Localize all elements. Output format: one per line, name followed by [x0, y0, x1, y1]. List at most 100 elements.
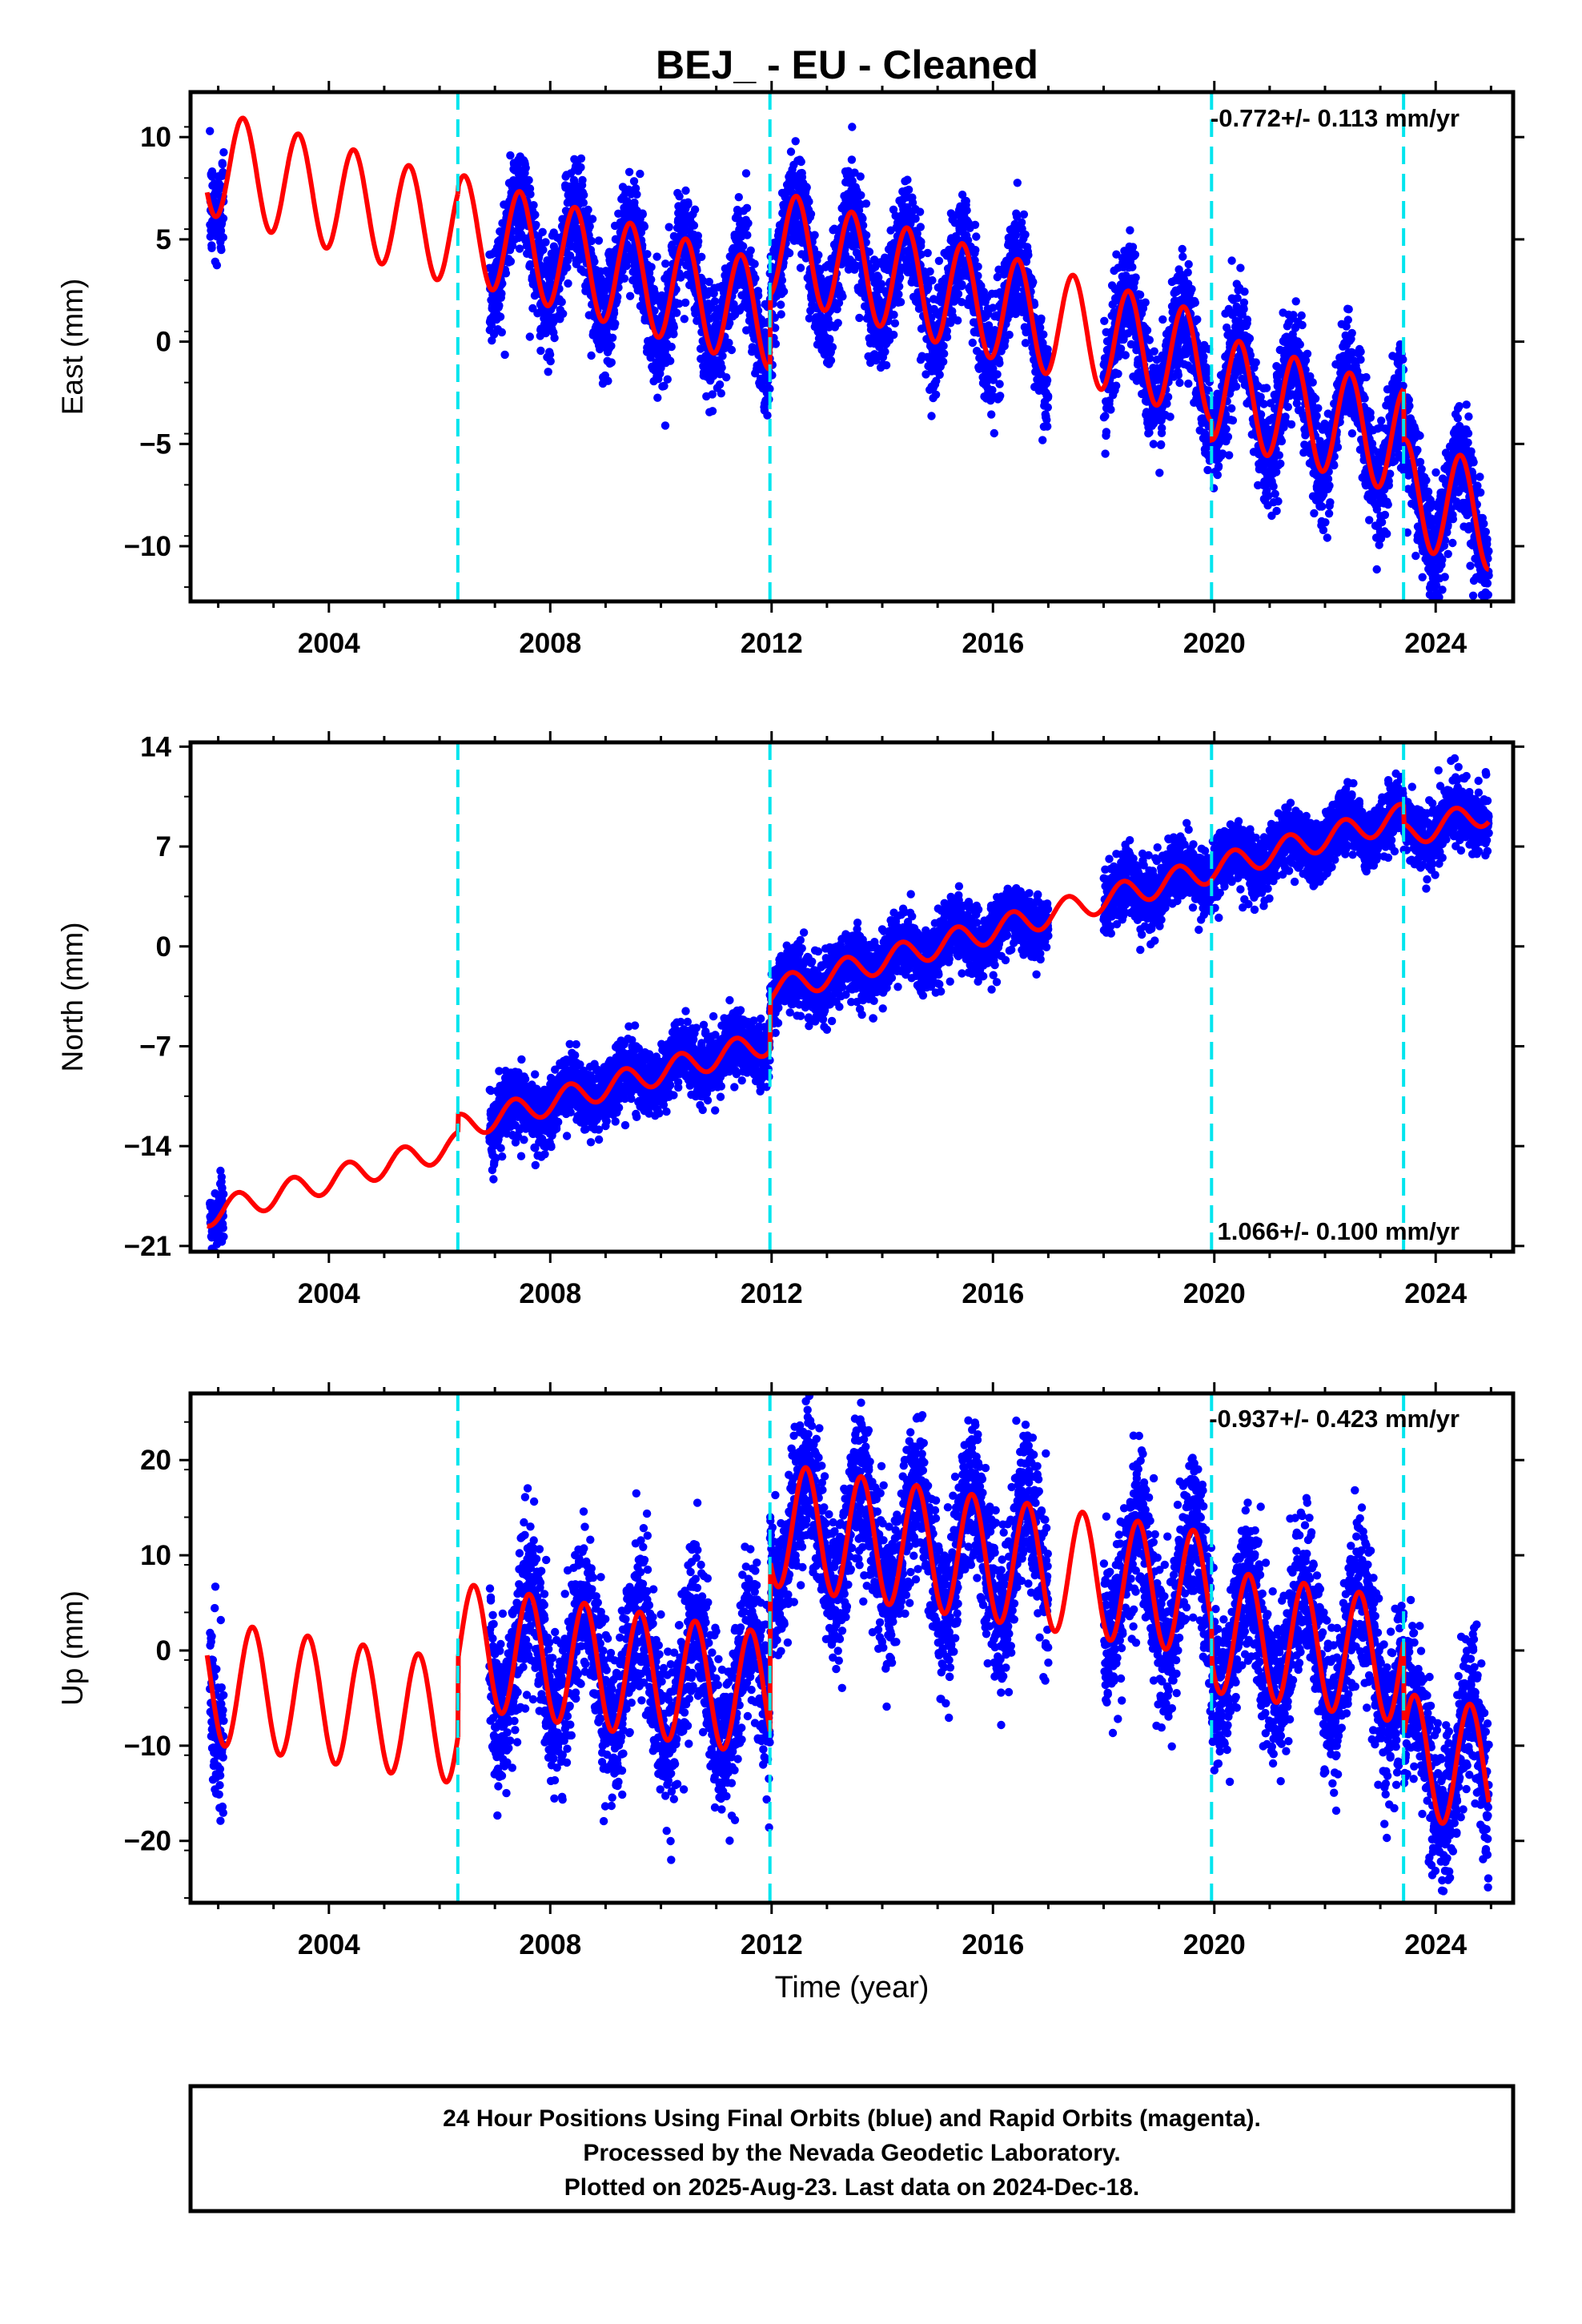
data-point — [536, 346, 545, 356]
data-point — [935, 370, 944, 380]
data-point — [1222, 424, 1231, 433]
data-point — [746, 246, 755, 255]
data-point — [739, 242, 748, 251]
data-point — [584, 205, 592, 215]
data-point — [684, 200, 693, 209]
data-point — [219, 214, 228, 223]
data-point — [545, 350, 555, 359]
data-point — [828, 343, 837, 352]
data-point — [546, 356, 555, 366]
data-point — [636, 169, 644, 179]
data-point — [1112, 381, 1121, 390]
data-point — [1163, 392, 1173, 401]
data-point — [987, 410, 996, 419]
data-point — [1227, 256, 1236, 265]
data-point — [1276, 459, 1285, 468]
data-point — [777, 310, 785, 319]
data-point — [506, 257, 516, 266]
data-point — [805, 197, 813, 206]
data-point — [1184, 259, 1193, 269]
data-point — [1223, 432, 1233, 441]
data-point — [632, 190, 641, 199]
data-point — [1227, 404, 1236, 413]
data-point — [1126, 226, 1134, 235]
data-point — [544, 368, 552, 376]
data-point — [1141, 298, 1150, 307]
data-point — [939, 341, 948, 351]
data-point — [1149, 440, 1158, 448]
data-point — [531, 211, 540, 219]
data-point — [1231, 382, 1241, 391]
data-point — [1191, 298, 1200, 308]
data-point — [786, 147, 796, 156]
data-point — [206, 127, 215, 135]
data-point — [855, 313, 864, 323]
data-point — [620, 274, 629, 283]
data-point — [690, 205, 700, 214]
data-point — [825, 336, 834, 344]
data-point — [1178, 252, 1187, 261]
data-point — [848, 176, 857, 186]
data-point — [810, 231, 819, 239]
data-point — [995, 359, 1004, 368]
data-point — [1240, 287, 1249, 296]
data-point — [498, 279, 507, 288]
data-point — [734, 193, 743, 202]
data-point — [1236, 263, 1245, 272]
data-point — [1275, 451, 1284, 460]
data-point — [881, 360, 891, 370]
data-point — [777, 300, 785, 309]
data-point — [1128, 243, 1138, 251]
data-point — [962, 196, 971, 206]
data-point — [865, 247, 874, 256]
data-point — [707, 304, 717, 312]
data-point — [744, 219, 753, 227]
data-point — [805, 314, 814, 323]
data-point — [1128, 263, 1137, 271]
data-point — [622, 261, 631, 271]
data-point — [1021, 230, 1030, 239]
data-point — [660, 381, 669, 391]
data-point — [741, 169, 751, 178]
data-point — [647, 263, 656, 271]
data-point — [962, 206, 971, 215]
data-point — [207, 167, 217, 176]
data-point — [1272, 506, 1281, 516]
data-point — [681, 186, 690, 195]
data-point — [777, 275, 787, 285]
data-point — [1131, 273, 1140, 282]
data-point — [1043, 403, 1053, 412]
data-point — [923, 248, 932, 258]
data-point — [877, 279, 886, 288]
data-point — [844, 167, 853, 175]
data-point — [1277, 436, 1287, 446]
data-point — [1157, 440, 1166, 449]
data-point — [763, 411, 772, 420]
data-point — [207, 243, 216, 252]
data-point — [710, 297, 720, 306]
data-point — [1142, 326, 1152, 335]
data-point — [889, 330, 898, 340]
data-point — [1166, 412, 1174, 421]
data-point — [1102, 428, 1111, 436]
data-point — [1005, 330, 1014, 340]
data-point — [1029, 278, 1038, 287]
data-point — [861, 231, 871, 239]
data-point — [1183, 268, 1192, 277]
data-point — [838, 292, 847, 301]
data-point — [806, 210, 816, 219]
data-point — [661, 421, 670, 430]
data-point — [717, 389, 725, 398]
data-point — [1145, 336, 1154, 344]
data-point — [926, 267, 934, 276]
data-point — [219, 167, 227, 177]
data-point — [1193, 315, 1202, 324]
data-point — [1245, 334, 1255, 343]
data-point — [1158, 315, 1167, 324]
data-point — [675, 300, 684, 308]
data-point — [1203, 465, 1212, 475]
data-point — [791, 137, 800, 146]
data-point — [968, 338, 978, 348]
